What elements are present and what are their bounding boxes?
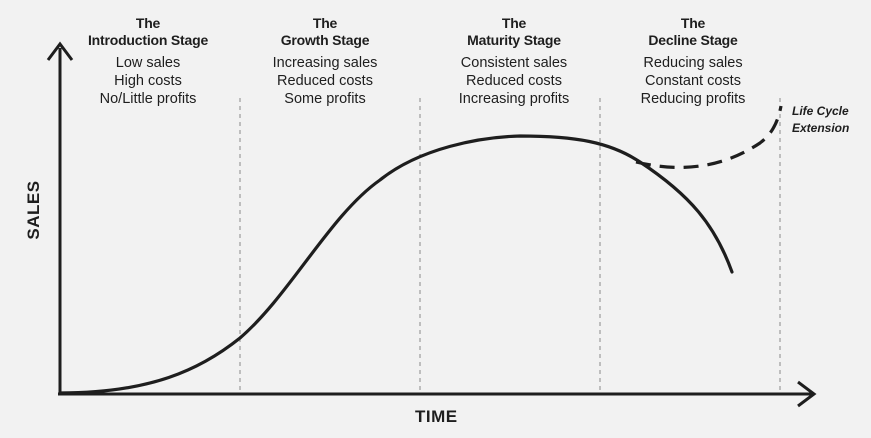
life-cycle-extension-curve <box>635 105 783 169</box>
stage-title: The Introduction Stage <box>87 15 209 48</box>
y-axis-label: SALES <box>24 180 43 240</box>
x-axis-label: TIME <box>415 407 458 426</box>
stage-line: Reduced costs <box>277 73 373 89</box>
life-cycle-extension-label: Life Cycle Extension <box>792 104 850 135</box>
stage-line: High costs <box>114 73 182 89</box>
stage-description: Consistent sales Reduced costs Increasin… <box>429 54 599 108</box>
stage-line: Reducing profits <box>640 91 746 107</box>
stage-title: The Maturity Stage <box>467 15 561 48</box>
stage-line: Increasing sales <box>272 55 378 71</box>
stage-description: Reducing sales Constant costs Reducing p… <box>608 54 778 108</box>
stage-title: The Decline Stage <box>648 15 738 48</box>
stage-line: Reduced costs <box>466 73 562 89</box>
stage-line: Increasing profits <box>458 91 570 107</box>
stage-title: The Growth Stage <box>280 15 370 48</box>
stage-description: Low sales High costs No/Little profits <box>63 54 233 108</box>
stage-decline: The Decline Stage Reducing sales Constan… <box>608 15 778 108</box>
stage-line: Low sales <box>115 55 181 71</box>
stage-line: Constant costs <box>645 73 741 89</box>
stage-line: Reducing sales <box>643 55 743 71</box>
sales-curve <box>58 134 734 395</box>
stage-line: Some profits <box>284 91 366 107</box>
stage-maturity: The Maturity Stage Consistent sales Redu… <box>429 15 599 108</box>
stage-introduction: The Introduction Stage Low sales High co… <box>63 15 233 108</box>
stage-line: Consistent sales <box>460 55 568 71</box>
x-axis-arrowhead <box>797 380 817 408</box>
stage-description: Increasing sales Reduced costs Some prof… <box>240 54 410 108</box>
y-axis-arrowhead <box>46 41 74 61</box>
stage-growth: The Growth Stage Increasing sales Reduce… <box>240 15 410 108</box>
stage-line: No/Little profits <box>99 91 197 107</box>
